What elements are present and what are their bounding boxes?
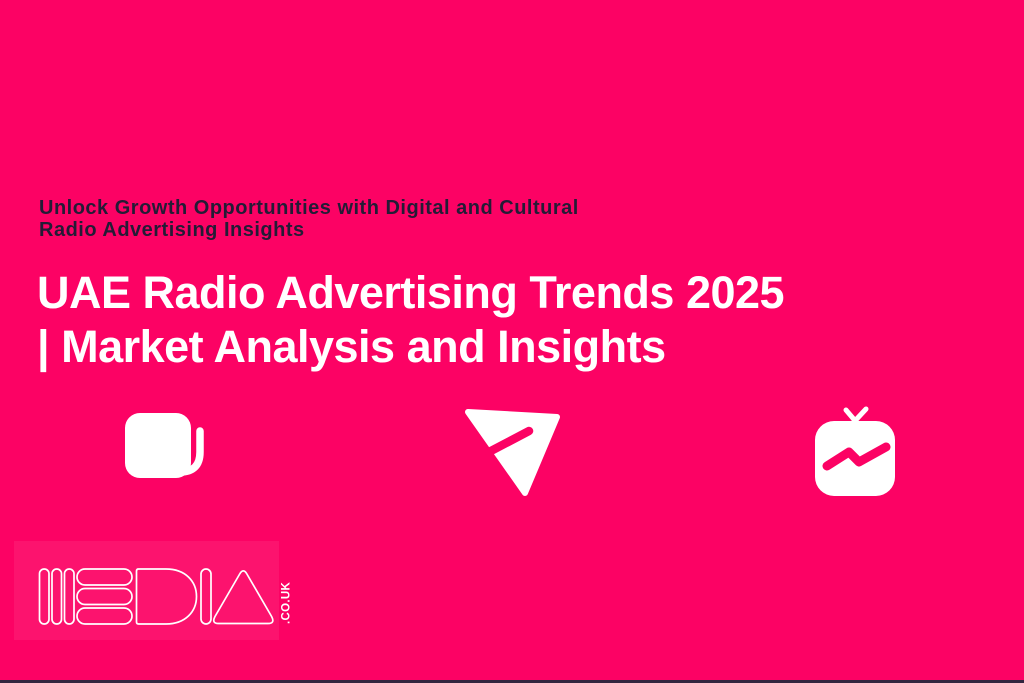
page-title-line-1: UAE Radio Advertising Trends 2025 (37, 267, 785, 318)
paper-plane-icon (460, 400, 565, 500)
copy-icon (115, 400, 215, 500)
bottom-edge-bar (0, 680, 1024, 683)
kicker-line-2: Radio Advertising Insights (39, 218, 305, 241)
kicker: Unlock Growth Opportunities with Digital… (39, 197, 579, 241)
igtv-icon (810, 403, 910, 498)
kicker-line-1: Unlock Growth Opportunities with Digital… (39, 197, 579, 219)
logo-suffix: .CO.UK (281, 582, 293, 624)
page-title: UAE Radio Advertising Trends 2025 | Mark… (37, 266, 785, 374)
media-co-uk-logo: MEDIA .CO.UK (35, 563, 295, 631)
page-title-line-2: | Market Analysis and Insights (37, 321, 666, 372)
